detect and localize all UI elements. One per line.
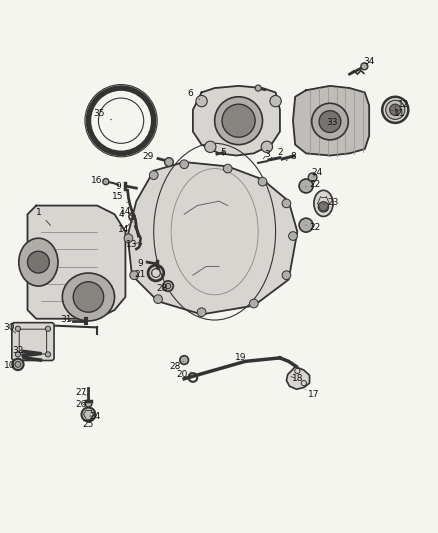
Circle shape (318, 201, 328, 212)
Text: 29: 29 (143, 152, 158, 161)
Circle shape (270, 95, 281, 107)
Circle shape (250, 299, 258, 308)
Text: 4: 4 (118, 210, 133, 222)
Text: 16: 16 (92, 176, 106, 185)
Circle shape (282, 199, 291, 208)
Text: 31: 31 (60, 315, 72, 324)
Text: 27: 27 (75, 388, 86, 397)
Circle shape (258, 177, 267, 186)
Text: 3: 3 (263, 150, 270, 159)
Text: 11: 11 (394, 109, 405, 118)
Polygon shape (286, 367, 310, 389)
Circle shape (81, 408, 95, 422)
Text: 5: 5 (220, 148, 226, 157)
Text: 2: 2 (271, 148, 283, 158)
Text: 13: 13 (126, 240, 138, 249)
Text: 17: 17 (305, 389, 320, 399)
Text: 26: 26 (75, 400, 86, 409)
Circle shape (215, 97, 262, 144)
Text: 18: 18 (291, 374, 303, 383)
Polygon shape (193, 86, 280, 156)
Ellipse shape (314, 190, 333, 216)
Circle shape (15, 352, 21, 357)
Circle shape (196, 95, 207, 107)
Circle shape (180, 160, 188, 168)
Circle shape (386, 100, 405, 119)
Circle shape (382, 97, 408, 123)
Text: 12: 12 (395, 100, 410, 109)
Circle shape (103, 179, 109, 184)
Text: 23: 23 (323, 198, 339, 207)
Text: 9: 9 (115, 182, 127, 191)
Circle shape (154, 295, 162, 303)
Circle shape (312, 103, 348, 140)
Polygon shape (127, 162, 297, 314)
FancyBboxPatch shape (12, 322, 54, 360)
Circle shape (205, 141, 216, 152)
Text: 35: 35 (94, 109, 112, 120)
Text: 28: 28 (169, 361, 184, 371)
Circle shape (299, 179, 313, 193)
Text: 30: 30 (4, 323, 16, 333)
Text: 9: 9 (138, 259, 147, 268)
Circle shape (319, 111, 341, 133)
Circle shape (261, 141, 272, 152)
Circle shape (289, 232, 297, 240)
Polygon shape (293, 86, 369, 156)
Circle shape (180, 356, 188, 365)
Circle shape (124, 234, 133, 243)
Text: 24: 24 (89, 412, 101, 421)
Ellipse shape (62, 273, 115, 321)
Circle shape (308, 173, 317, 182)
Circle shape (197, 308, 206, 317)
Text: 22: 22 (306, 223, 320, 232)
Circle shape (163, 281, 173, 292)
Text: 1: 1 (35, 207, 50, 225)
Circle shape (46, 352, 50, 357)
Circle shape (12, 359, 24, 370)
Circle shape (165, 158, 173, 166)
Text: 34: 34 (364, 58, 375, 67)
Text: 21: 21 (134, 270, 152, 279)
Circle shape (222, 104, 255, 137)
Text: 10: 10 (4, 361, 18, 370)
Circle shape (15, 326, 21, 332)
Text: 25: 25 (83, 419, 94, 429)
Circle shape (85, 400, 92, 407)
Text: 6: 6 (188, 89, 200, 100)
Circle shape (149, 171, 158, 180)
Circle shape (223, 164, 232, 173)
Polygon shape (28, 206, 125, 319)
Circle shape (282, 271, 291, 279)
Text: 15: 15 (112, 192, 127, 203)
Text: 14: 14 (120, 207, 131, 216)
Text: 28: 28 (156, 284, 167, 293)
Text: 8: 8 (286, 152, 296, 161)
Circle shape (255, 85, 261, 91)
Circle shape (73, 282, 104, 312)
Text: 32: 32 (12, 345, 27, 354)
Text: 24: 24 (311, 168, 322, 177)
Text: 20: 20 (177, 370, 191, 379)
Text: 19: 19 (235, 353, 247, 362)
Circle shape (130, 271, 138, 279)
Text: 22: 22 (306, 180, 320, 189)
Text: 33: 33 (326, 117, 338, 126)
Circle shape (28, 251, 49, 273)
Text: 14: 14 (117, 224, 130, 234)
Circle shape (299, 218, 313, 232)
Circle shape (46, 326, 50, 332)
Ellipse shape (19, 238, 58, 286)
Circle shape (361, 63, 368, 70)
Circle shape (390, 104, 401, 116)
